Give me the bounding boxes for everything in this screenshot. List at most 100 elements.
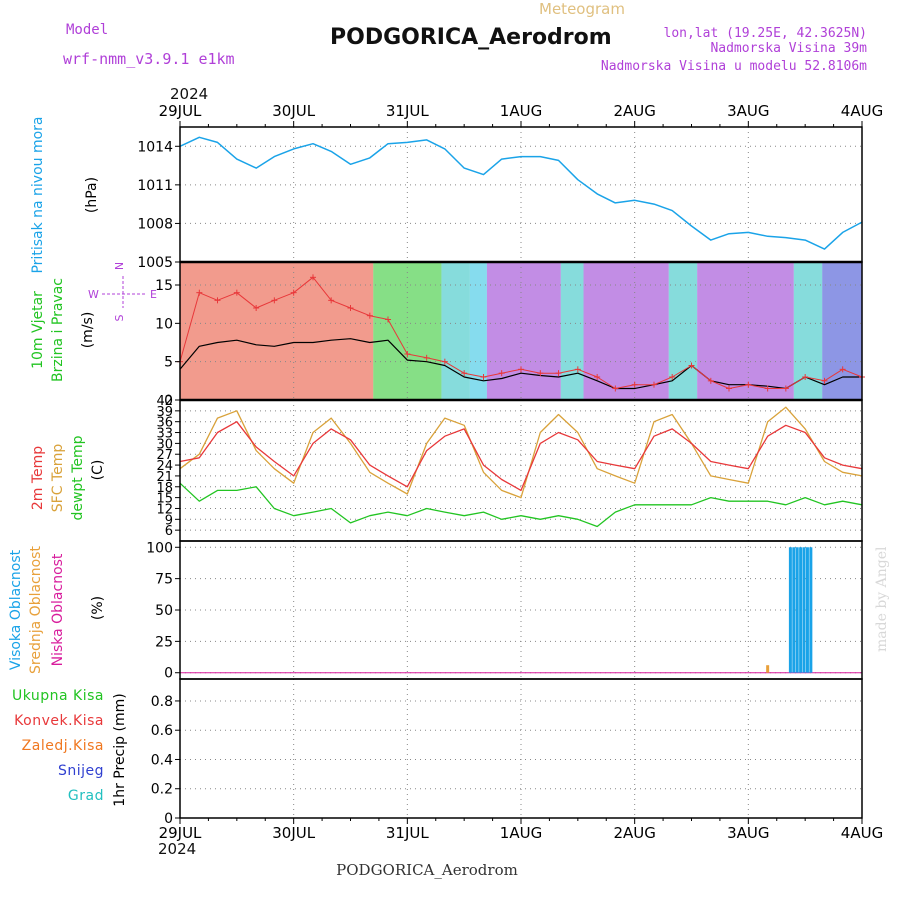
y-tick-label: 27 — [156, 448, 173, 463]
wind-direction-band-7 — [668, 262, 698, 400]
low-cloud-ylabel: Niska Oblacnost — [50, 553, 66, 666]
y-tick-label: 1005 — [137, 255, 173, 271]
temp-unit-label: (C) — [90, 460, 106, 481]
elevation-label: Nadmorska Visina 39m — [710, 41, 867, 56]
station-title: PODGORICA_Aerodrom — [330, 25, 612, 50]
y-tick-label: 5 — [164, 355, 173, 371]
y-tick-label: 0.6 — [151, 723, 173, 739]
temp-2m-line — [179, 421, 863, 492]
y-tick-label: 0.4 — [151, 752, 173, 768]
y-tick-label: 6 — [165, 524, 173, 539]
grid-lines — [180, 127, 862, 818]
axis-labels: Pritisak na nivou mora (hPa) 10m Vjetar Brz… — [8, 116, 157, 806]
x-tick-label-top: 1AUG — [500, 102, 542, 120]
y-tick-label: 25 — [155, 634, 173, 650]
x-tick-label-top: 3AUG — [727, 102, 769, 120]
y-tick-label: 0.2 — [151, 782, 173, 798]
cloud-bar — [795, 547, 799, 673]
cloud-bar — [788, 547, 792, 673]
y-tick-label: 1008 — [137, 216, 173, 232]
y-tick-label: 39 — [156, 405, 173, 420]
x-tick-label-top: 31JUL — [386, 102, 429, 120]
precip-legend-item: Grad — [68, 788, 104, 804]
cloud-bar — [809, 547, 813, 673]
y-tick-label: 100 — [146, 540, 173, 556]
mid-cloud-ylabel: Srednja Oblacnost — [28, 546, 44, 674]
x-tick-label-bottom: 4AUG — [841, 824, 883, 842]
wind-direction-band-0 — [180, 262, 374, 400]
x-tick-label-bottom: 3AUG — [727, 824, 769, 842]
cloud-bar — [805, 547, 809, 673]
precip-legend-item: Konvek.Kisa — [14, 713, 104, 729]
compass-south-label: S — [113, 314, 126, 321]
lonlat-label: lon,lat (19.25E, 42.3625N) — [664, 26, 868, 41]
wind-direction-band-2 — [441, 262, 470, 400]
data-series — [177, 136, 865, 674]
y-tick-label: 0 — [164, 393, 173, 409]
wind-direction-band-8 — [697, 262, 794, 400]
dewpt-ylabel: dewpt Temp — [70, 435, 86, 520]
footer-title: PODGORICA_Aerodrom — [336, 861, 518, 879]
x-tick-label-bottom: 31JUL — [386, 824, 429, 842]
cloud-bar — [792, 547, 796, 673]
meteogram-label: Meteogram — [539, 0, 625, 18]
y-tick-label: 15 — [155, 278, 173, 294]
axis-ticks: 1005100810111014051015691215182124273033… — [137, 102, 883, 842]
y-tick-label: 9 — [165, 513, 173, 528]
y-tick-label: 30 — [156, 437, 173, 452]
model-label: Model — [66, 22, 108, 38]
pressure-ylabel: Pritisak na nivou mora — [30, 116, 46, 273]
compass-west-label: W — [88, 288, 99, 301]
x-tick-label-top: 4AUG — [841, 102, 883, 120]
y-tick-label: 15 — [156, 492, 173, 507]
precip-legend-item: Ukupna Kisa — [12, 688, 104, 704]
y-tick-label: 21 — [156, 470, 173, 485]
sfc-temp-ylabel: SFC Temp — [50, 444, 66, 513]
dewpoint-line — [179, 482, 863, 528]
compass-north-label: N — [113, 262, 126, 270]
wind-direction-band-4 — [486, 262, 561, 400]
y-tick-label: 12 — [156, 502, 173, 517]
cloud-bar — [799, 547, 803, 673]
x-tick-label-bottom: 2AUG — [613, 824, 655, 842]
wind-direction-band-3 — [469, 262, 487, 400]
y-tick-label: 42 — [156, 394, 173, 409]
x-tick-label-top: 29JUL — [159, 102, 202, 120]
bottom-year-label: 2024 — [158, 840, 196, 858]
pressure-unit-label: (hPa) — [84, 177, 100, 213]
wind-ylabel-2: Brzina i Pravac — [50, 278, 66, 382]
temp2m-ylabel: 2m Temp — [30, 446, 46, 510]
cloud-bar — [766, 665, 770, 673]
y-tick-label: 50 — [155, 603, 173, 619]
high-cloud-ylabel: Visoka Oblacnost — [8, 549, 24, 670]
top-year-label: 2024 — [170, 85, 208, 103]
x-tick-label-bottom: 1AUG — [500, 824, 542, 842]
y-tick-label: 10 — [155, 316, 173, 332]
x-tick-label-top: 30JUL — [272, 102, 315, 120]
y-tick-label: 1011 — [137, 178, 173, 194]
sfc-temp-line — [179, 406, 863, 499]
wind-direction-band-5 — [560, 262, 584, 400]
y-tick-label: 1014 — [137, 139, 173, 155]
precip-legend-item: Zaledj.Kisa — [22, 738, 104, 754]
cloud-bar — [802, 547, 806, 673]
credit-label: made by Angel — [874, 546, 890, 652]
x-tick-label-bottom: 29JUL — [159, 824, 202, 842]
compass-east-label: E — [150, 288, 157, 301]
y-tick-label: 18 — [156, 481, 173, 496]
y-tick-label: 0 — [164, 666, 173, 682]
cloud-unit-label: (%) — [90, 596, 106, 620]
y-tick-label: 75 — [155, 572, 173, 588]
pressure-line — [179, 136, 863, 250]
wind-direction-band-10 — [822, 262, 862, 400]
precip-legend-item: Snijeg — [58, 763, 104, 779]
x-tick-label-bottom: 30JUL — [272, 824, 315, 842]
y-tick-label: 24 — [156, 459, 173, 474]
x-tick-label-top: 2AUG — [613, 102, 655, 120]
y-tick-label: 0 — [164, 811, 173, 827]
y-tick-label: 33 — [156, 427, 173, 442]
wind-direction-band-6 — [583, 262, 669, 400]
model-elevation-label: Nadmorska Visina u modelu 52.8106m — [601, 59, 867, 74]
wind-unit-label: (m/s) — [80, 312, 96, 349]
